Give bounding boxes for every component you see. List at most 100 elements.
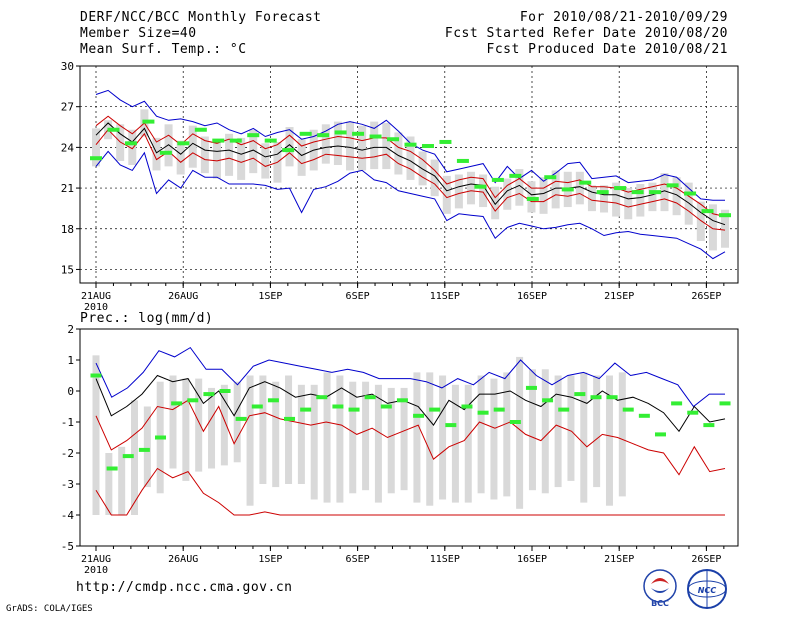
source-url[interactable]: http://cmdp.ncc.cma.gov.cn — [76, 580, 293, 595]
temperature-y-tick-label: 18 — [61, 223, 74, 236]
temperature-obs-mark — [631, 190, 644, 195]
temperature-spread-box — [164, 124, 173, 167]
temperature-spread-box — [406, 136, 415, 180]
temperature-obs-mark — [334, 130, 347, 135]
temperature-plot-frame — [79, 65, 739, 284]
precipitation-obs-mark — [171, 401, 183, 406]
precipitation-x-tick-label: 26SEP — [691, 554, 721, 565]
temperature-obs-mark — [544, 175, 557, 180]
precipitation-obs-mark — [429, 407, 441, 412]
precipitation-line-mean — [95, 374, 726, 433]
temperature-spread-box — [285, 127, 294, 167]
precipitation-x-tick-label: 26AUG — [168, 554, 198, 565]
precipitation-spread-box — [593, 375, 601, 488]
temperature-obs-mark — [421, 144, 434, 149]
temperature-spread-box — [200, 136, 209, 174]
temperature-obs-mark — [561, 187, 574, 192]
precipitation-obs-mark — [364, 395, 376, 400]
fcst-started-date: Fcst Started Refer Date 2010/08/20 — [444, 26, 728, 41]
temperature-spread-box — [587, 185, 596, 212]
temperature-spread-box — [442, 175, 451, 214]
temperature-x-tick-label: 21AUG — [81, 291, 111, 302]
temperature-obs-mark — [194, 127, 207, 132]
precipitation-line-max — [95, 346, 725, 408]
precipitation-spread-box — [195, 378, 203, 472]
precipitation-obs-mark — [622, 407, 634, 412]
temperature-spread-box — [176, 140, 185, 175]
temperature-spread-box — [418, 151, 427, 186]
temperature-line-min — [95, 150, 726, 260]
temperature-spread-box — [430, 159, 439, 197]
temperature-spread-box — [660, 173, 669, 212]
temperature-x-year-label: 2010 — [84, 302, 108, 313]
temperature-spread-box — [346, 121, 355, 171]
temperature-spread-box — [152, 137, 161, 171]
temperature-obs-mark — [526, 196, 539, 201]
temperature-obs-mark — [404, 142, 417, 147]
precipitation-obs-mark — [316, 395, 328, 400]
precipitation-y-tick-label: 0 — [67, 385, 74, 398]
temperature-y-tick-label: 21 — [61, 182, 74, 195]
bcc-logo-swirl-red — [651, 578, 669, 584]
temperature-spread-box — [370, 121, 379, 170]
precipitation-spread-box — [541, 369, 549, 494]
precipitation-spread-box — [285, 375, 293, 484]
precipitation-obs-mark — [719, 401, 731, 406]
temperature-obs-mark — [159, 150, 172, 155]
temperature-obs-mark — [212, 138, 225, 143]
precipitation-line-p10 — [95, 467, 725, 516]
precipitation-x-year-label: 2010 — [84, 565, 108, 576]
temperature-obs-mark — [579, 180, 592, 185]
precipitation-spread-box — [554, 375, 562, 488]
precipitation-obs-mark — [396, 398, 408, 403]
precipitation-x-tick-label: 16SEP — [517, 554, 547, 565]
precipitation-spread-box — [362, 381, 370, 491]
precipitation-obs-mark — [703, 423, 715, 428]
ncc-logo: NCC — [687, 569, 727, 609]
precipitation-y-tick-label: -4 — [61, 509, 75, 522]
temperature-obs-mark — [596, 190, 609, 195]
temperature-obs-mark — [352, 131, 365, 136]
precipitation-spread-box — [208, 387, 216, 469]
variable-label: Mean Surf. Temp.: °C — [80, 42, 247, 57]
precipitation-obs-mark — [348, 407, 360, 412]
precipitation-obs-mark — [380, 404, 392, 409]
precipitation-spread-box — [439, 375, 447, 500]
temperature-x-tick-label: 6SEP — [346, 291, 370, 302]
precipitation-obs-mark — [138, 447, 150, 452]
precipitation-spread-box — [516, 356, 524, 509]
temperature-y-tick-label: 27 — [61, 101, 74, 114]
temperature-spread-box — [237, 137, 246, 180]
temperature-obs-mark — [387, 137, 400, 142]
ncc-logo-text: NCC — [698, 586, 717, 595]
precipitation-obs-mark — [574, 392, 586, 397]
bcc-logo-ring — [643, 569, 677, 603]
precipitation-spread-box — [503, 372, 511, 497]
precipitation-obs-mark — [461, 404, 473, 409]
temperature-obs-mark — [474, 184, 487, 189]
precipitation-obs-mark — [106, 466, 118, 471]
temperature-obs-mark — [299, 131, 312, 136]
precipitation-obs-mark — [90, 373, 102, 378]
temperature-spread-box — [92, 128, 100, 167]
precipitation-obs-mark — [300, 407, 312, 412]
temperature-x-tick-label: 16SEP — [517, 291, 547, 302]
temperature-x-tick-label: 26SEP — [691, 291, 721, 302]
precipitation-obs-mark — [187, 398, 199, 403]
precipitation-obs-mark — [203, 392, 215, 397]
precipitation-title: Prec.: log(mm/d) — [80, 311, 213, 326]
precipitation-obs-mark — [671, 401, 683, 406]
temperature-obs-mark — [369, 134, 382, 139]
precipitation-obs-mark — [219, 389, 231, 393]
temperature-spread-box — [333, 121, 342, 166]
precipitation-obs-mark — [525, 385, 537, 390]
precipitation-y-tick-label: -3 — [61, 478, 74, 491]
temperature-spread-box — [575, 171, 584, 205]
temperature-obs-mark — [701, 209, 714, 214]
bcc-logo: BCC — [643, 569, 677, 608]
member-size: Member Size=40 — [80, 26, 197, 41]
temperature-spread-box — [212, 139, 221, 179]
temperature-y-tick-label: 30 — [61, 60, 74, 73]
temperature-obs-mark — [247, 133, 260, 138]
temperature-x-tick-label: 1SEP — [258, 291, 282, 302]
